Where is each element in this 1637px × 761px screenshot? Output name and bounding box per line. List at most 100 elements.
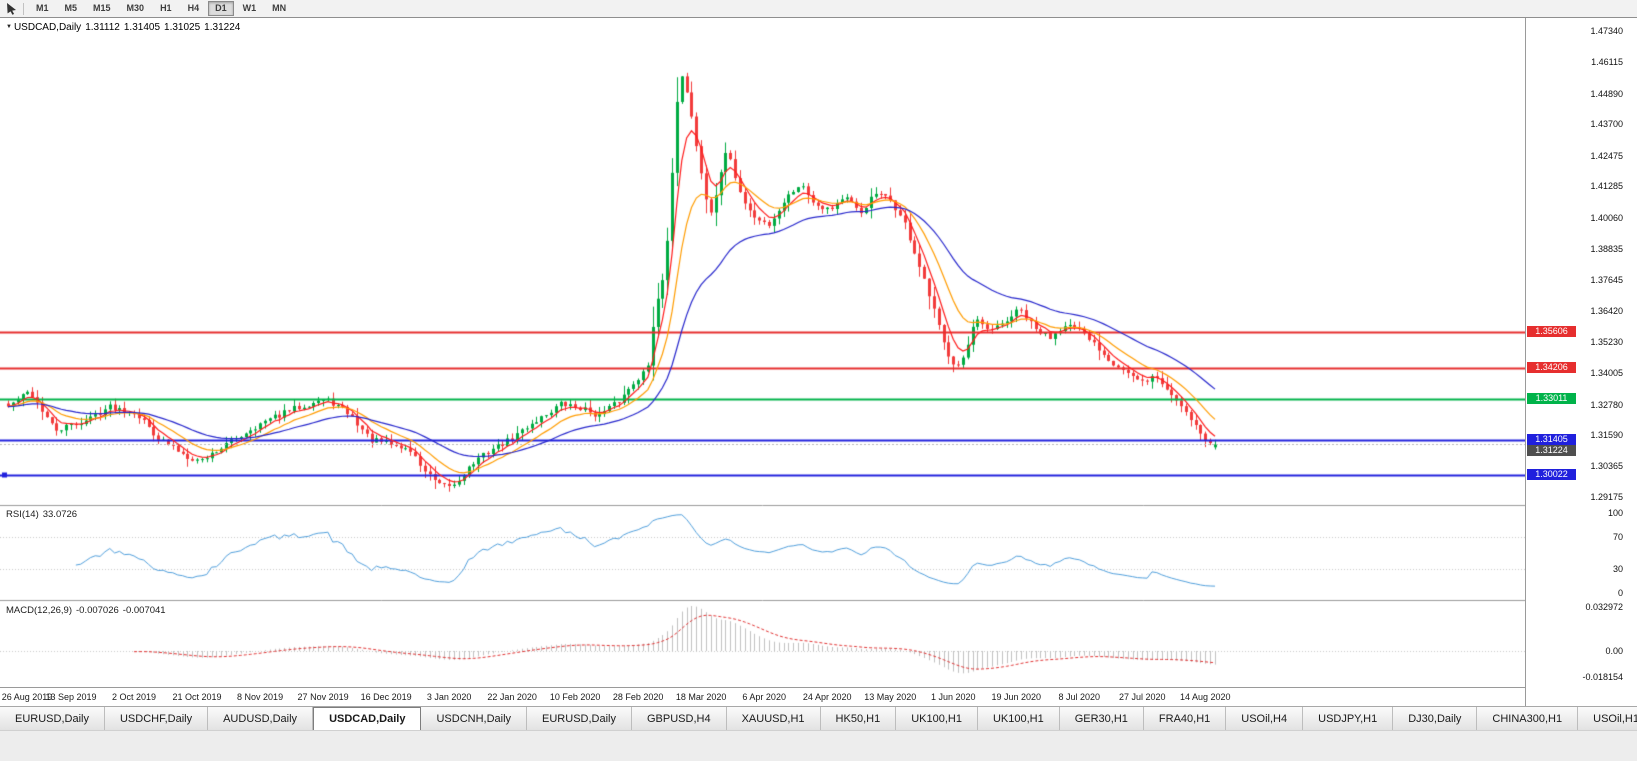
price-axis-label: 1.41285	[1590, 181, 1623, 191]
tab-xauusd-h1[interactable]: XAUUSD,H1	[726, 707, 821, 730]
level-price-tag: 1.34206	[1527, 362, 1576, 373]
date-axis[interactable]: 26 Aug 2019 13 Sep 2019 2 Oct 2019 21 Oct 2…	[0, 687, 1637, 706]
timeframe-w1[interactable]: W1	[236, 1, 264, 16]
level-price-tag: 1.33011	[1527, 393, 1576, 404]
macd-axis-label: 0.00	[1605, 646, 1623, 656]
level-price-tag: 1.31405	[1527, 434, 1576, 445]
date-axis-label: 26 Aug 2019	[1, 692, 53, 702]
timeframe-mn[interactable]: MN	[265, 1, 293, 16]
date-axis-label: 13 Sep 2019	[45, 692, 97, 702]
date-axis-label: 21 Oct 2019	[172, 692, 222, 702]
chart-ohlc-header: ▼ USDCAD,Daily 1.31112 1.31405 1.31025 1.3122…	[6, 22, 244, 33]
toolbar-separator	[23, 2, 24, 15]
price-axis-label: 1.43700	[1590, 119, 1623, 129]
date-axis-label: 22 Jan 2020	[487, 692, 537, 702]
timeframe-d1[interactable]: D1	[208, 1, 234, 16]
rsi-name: RSI(14)	[6, 509, 39, 520]
date-axis-label: 16 Dec 2019	[360, 692, 412, 702]
tab-usdchf-daily[interactable]: USDCHF,Daily	[104, 707, 209, 730]
ohlc-high: 1.31405	[123, 22, 161, 33]
timeframe-toolbar: M1 M5 M15 M30 H1 H4 D1 W1 MN	[0, 0, 1637, 18]
price-axis-label: 1.35230	[1590, 337, 1623, 347]
tab-uk100-h1[interactable]: UK100,H1	[977, 707, 1060, 730]
price-axis-label: 1.37645	[1590, 275, 1623, 285]
timeframe-h4[interactable]: H4	[181, 1, 207, 16]
rsi-axis-label: 0	[1617, 588, 1623, 598]
level-price-tag: 1.35606	[1527, 326, 1576, 337]
collapse-triangle-icon[interactable]: ▼	[6, 24, 12, 30]
level-price-tag: 1.30022	[1527, 469, 1576, 480]
tab-usoil-h4[interactable]: USOil,H4	[1226, 707, 1304, 730]
price-chart-canvas[interactable]	[0, 18, 1525, 687]
chart-window: ▼ USDCAD,Daily 1.31112 1.31405 1.31025 1.3122…	[0, 18, 1637, 706]
macd-value-main: -0.007026	[76, 605, 119, 616]
price-axis-label: 1.44890	[1590, 89, 1623, 99]
ohlc-close: 1.31224	[204, 22, 241, 33]
price-axis-label: 1.47340	[1590, 26, 1623, 36]
price-axis-label: 1.32780	[1590, 400, 1623, 410]
tab-gbpusd-h4[interactable]: GBPUSD,H4	[632, 707, 727, 730]
price-axis-label: 1.38835	[1590, 244, 1623, 254]
current-price-tag: 1.31224	[1527, 445, 1576, 456]
date-axis-label: 6 Apr 2020	[742, 692, 786, 702]
bottom-strip	[0, 730, 1637, 761]
tab-hk50-h1[interactable]: HK50,H1	[820, 707, 897, 730]
timeframe-m5[interactable]: M5	[58, 1, 85, 16]
tab-usoil-h1[interactable]: USOil,H1	[1578, 707, 1637, 730]
rsi-value: 33.0726	[42, 509, 78, 520]
macd-value-signal: -0.007041	[122, 605, 166, 616]
date-axis-label: 8 Nov 2019	[237, 692, 284, 702]
date-axis-label: 14 Aug 2020	[1180, 692, 1231, 702]
chart-symbol-label: USDCAD,Daily	[13, 22, 82, 33]
date-axis-label: 3 Jan 2020	[426, 692, 472, 702]
price-axis-label: 1.36420	[1590, 306, 1623, 316]
tab-ger30-h1[interactable]: GER30,H1	[1059, 707, 1144, 730]
date-axis-label: 24 Apr 2020	[802, 692, 852, 702]
date-axis-label: 27 Jul 2020	[1119, 692, 1166, 702]
tab-usdjpy-h1[interactable]: USDJPY,H1	[1303, 707, 1394, 730]
tab-fra40-h1[interactable]: FRA40,H1	[1143, 707, 1227, 730]
price-axis-label: 1.34005	[1590, 368, 1623, 378]
tab-usdcad-daily[interactable]: USDCAD,Daily	[313, 707, 422, 730]
macd-axis-label: 0.032972	[1585, 602, 1623, 612]
macd-axis-label: -0.018154	[1582, 672, 1623, 682]
date-axis-label: 28 Feb 2020	[612, 692, 664, 702]
ohlc-open: 1.31112	[85, 22, 120, 33]
date-axis-label: 18 Mar 2020	[675, 692, 727, 702]
price-axis-label: 1.46115	[1591, 57, 1623, 67]
tab-eurusd-daily[interactable]: EURUSD,Daily	[0, 707, 105, 730]
price-axis[interactable]: 1.47340 1.46115 1.44890 1.43700 1.42475 1.412…	[1525, 18, 1637, 706]
timeframe-buttons: M1 M5 M15 M30 H1 H4 D1 W1 MN	[28, 1, 294, 16]
rsi-indicator-label: RSI(14) 33.0726	[6, 509, 81, 520]
price-axis-label: 1.29175	[1590, 492, 1623, 502]
tab-dj30-daily[interactable]: DJ30,Daily	[1393, 707, 1478, 730]
rsi-axis-label: 70	[1612, 532, 1623, 542]
date-axis-label: 10 Feb 2020	[549, 692, 601, 702]
tab-eurusd-daily[interactable]: EURUSD,Daily	[527, 707, 632, 730]
price-axis-label: 1.31590	[1590, 430, 1623, 440]
price-axis-label: 1.40060	[1590, 213, 1623, 223]
timeframe-m15[interactable]: M15	[86, 1, 118, 16]
rsi-axis-label: 100	[1607, 508, 1623, 518]
timeframe-m1[interactable]: M1	[29, 1, 56, 16]
timeframe-h1[interactable]: H1	[153, 1, 179, 16]
date-axis-label: 8 Jul 2020	[1058, 692, 1101, 702]
tab-uk100-h1[interactable]: UK100,H1	[896, 707, 978, 730]
price-axis-label: 1.42475	[1590, 151, 1623, 161]
date-axis-label: 2 Oct 2019	[112, 692, 157, 702]
tab-usdcnh-daily[interactable]: USDCNH,Daily	[421, 707, 528, 730]
tab-audusd-daily[interactable]: AUDUSD,Daily	[208, 707, 314, 730]
macd-name: MACD(12,26,9)	[6, 605, 72, 616]
cursor-icon[interactable]	[3, 2, 19, 16]
date-axis-label: 13 May 2020	[864, 692, 917, 702]
timeframe-m30[interactable]: M30	[120, 1, 152, 16]
symbol-tab-bar: EURUSD,Daily USDCHF,Daily AUDUSD,Daily USDC…	[0, 706, 1637, 730]
rsi-axis-label: 30	[1612, 564, 1623, 574]
date-axis-label: 19 Jun 2020	[991, 692, 1042, 702]
ohlc-low: 1.31025	[164, 22, 201, 33]
date-axis-label: 1 Jun 2020	[930, 692, 976, 702]
price-axis-label: 1.30365	[1590, 461, 1623, 471]
tab-china300-h1[interactable]: CHINA300,H1	[1477, 707, 1579, 730]
date-axis-label: 27 Nov 2019	[297, 692, 349, 702]
